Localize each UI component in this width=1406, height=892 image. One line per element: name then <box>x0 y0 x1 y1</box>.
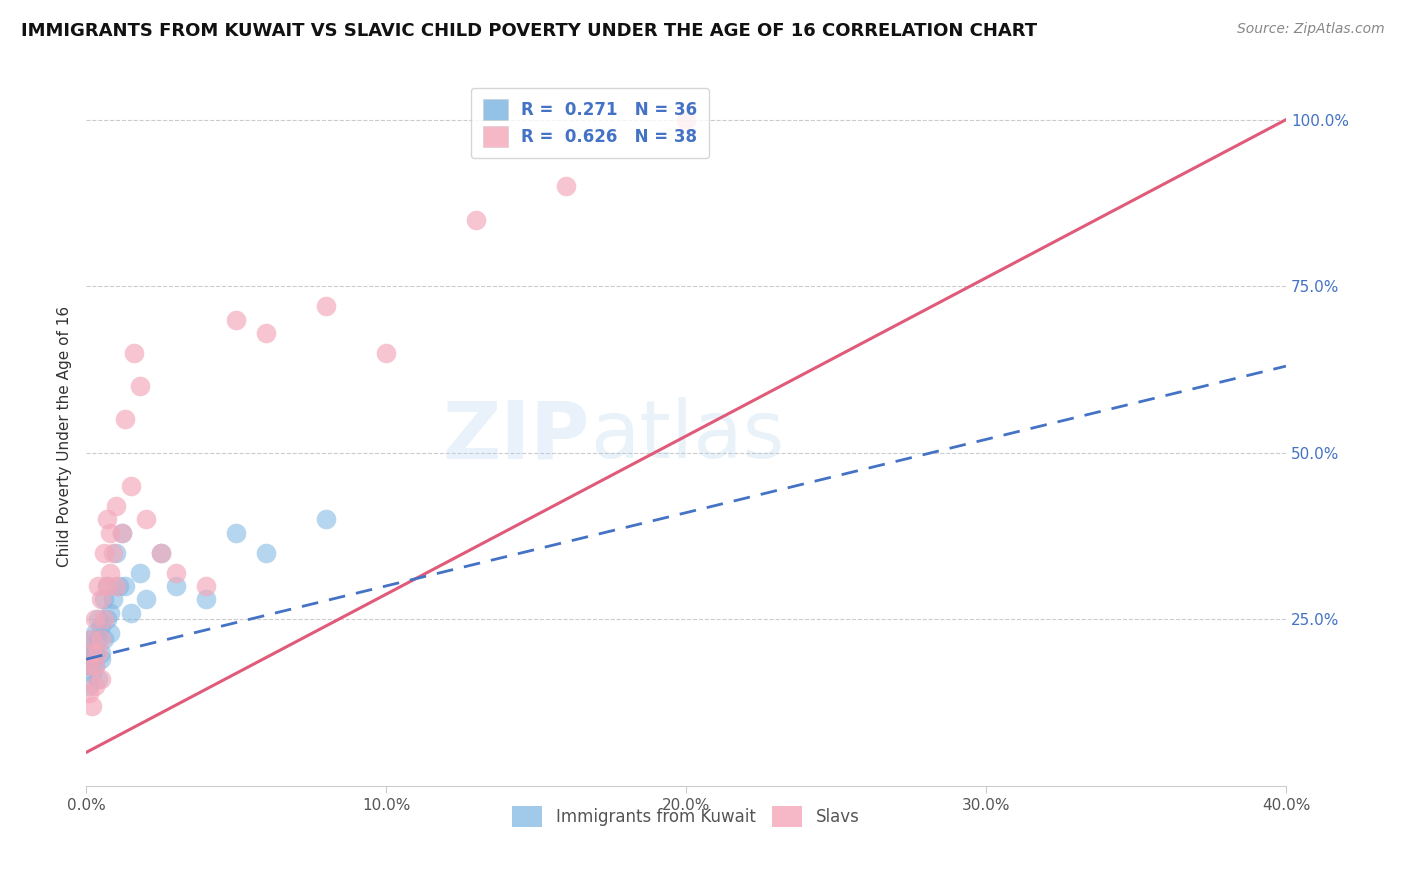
Point <box>135 512 157 526</box>
Point <box>98 606 121 620</box>
Point <box>114 412 136 426</box>
Point <box>555 179 578 194</box>
Point <box>77 646 100 660</box>
Point <box>87 646 110 660</box>
Point <box>150 546 173 560</box>
Point <box>90 672 112 686</box>
Point <box>105 579 128 593</box>
Point <box>254 546 277 560</box>
Point <box>98 625 121 640</box>
Point <box>135 592 157 607</box>
Point <box>90 632 112 647</box>
Point <box>80 632 103 647</box>
Point <box>87 579 110 593</box>
Point <box>90 652 112 666</box>
Point <box>225 525 247 540</box>
Point <box>165 566 187 580</box>
Point <box>96 612 118 626</box>
Point <box>93 592 115 607</box>
Point <box>150 546 173 560</box>
Point <box>120 606 142 620</box>
Point <box>315 512 337 526</box>
Legend: Immigrants from Kuwait, Slavs: Immigrants from Kuwait, Slavs <box>506 800 866 833</box>
Point <box>111 525 134 540</box>
Point <box>77 659 100 673</box>
Point <box>80 646 103 660</box>
Point <box>165 579 187 593</box>
Point <box>87 672 110 686</box>
Point <box>101 546 124 560</box>
Point <box>120 479 142 493</box>
Point <box>87 632 110 647</box>
Point <box>96 579 118 593</box>
Point <box>108 579 131 593</box>
Point <box>105 546 128 560</box>
Point <box>84 659 107 673</box>
Point <box>195 579 218 593</box>
Point <box>101 592 124 607</box>
Point <box>96 579 118 593</box>
Point <box>77 685 100 699</box>
Point <box>315 299 337 313</box>
Point <box>93 632 115 647</box>
Text: IMMIGRANTS FROM KUWAIT VS SLAVIC CHILD POVERTY UNDER THE AGE OF 16 CORRELATION C: IMMIGRANTS FROM KUWAIT VS SLAVIC CHILD P… <box>21 22 1038 40</box>
Point <box>84 679 107 693</box>
Point <box>90 619 112 633</box>
Point <box>80 632 103 647</box>
Text: ZIP: ZIP <box>443 397 591 475</box>
Y-axis label: Child Poverty Under the Age of 16: Child Poverty Under the Age of 16 <box>58 306 72 566</box>
Point <box>254 326 277 340</box>
Point <box>111 525 134 540</box>
Point <box>114 579 136 593</box>
Point <box>90 646 112 660</box>
Point <box>105 499 128 513</box>
Point <box>80 639 103 653</box>
Point <box>77 679 100 693</box>
Point <box>80 665 103 680</box>
Point <box>77 659 100 673</box>
Point <box>98 525 121 540</box>
Point <box>87 612 110 626</box>
Point <box>225 312 247 326</box>
Point <box>84 646 107 660</box>
Point <box>84 625 107 640</box>
Point <box>675 112 697 127</box>
Point <box>80 698 103 713</box>
Text: atlas: atlas <box>591 397 785 475</box>
Point <box>84 659 107 673</box>
Point <box>122 346 145 360</box>
Text: Source: ZipAtlas.com: Source: ZipAtlas.com <box>1237 22 1385 37</box>
Point <box>195 592 218 607</box>
Point <box>96 512 118 526</box>
Point <box>84 612 107 626</box>
Point <box>465 212 488 227</box>
Point <box>129 379 152 393</box>
Point <box>90 592 112 607</box>
Point <box>93 612 115 626</box>
Point <box>98 566 121 580</box>
Point <box>93 546 115 560</box>
Point <box>129 566 152 580</box>
Point <box>80 652 103 666</box>
Point <box>375 346 398 360</box>
